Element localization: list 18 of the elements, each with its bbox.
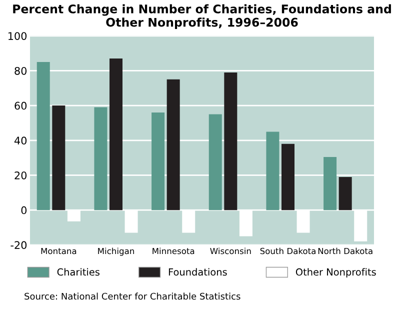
y-tick-label: 20 (14, 171, 27, 180)
chart-title: Percent Change in Number of Charities, Foundations and Other Nonprofits, 1996–2006 (13, 4, 391, 30)
source-note: Source: National Center for Charitable Statistics (24, 292, 240, 300)
legend-label: Charities (57, 268, 100, 276)
y-tick-label: 60 (14, 102, 27, 110)
y-tick-label: 40 (14, 136, 27, 145)
y-tick-label: 80 (14, 66, 27, 75)
legend-label: Other Nonprofits (296, 268, 376, 278)
x-tick-label: North Dakota (318, 248, 372, 254)
x-tick-label: Wisconsin (210, 248, 251, 254)
x-tick-label: Minnesota (152, 248, 194, 254)
y-tick-label: 0 (21, 206, 27, 214)
x-tick-label: Michigan (98, 248, 134, 256)
x-tick-label: Montana (41, 248, 76, 254)
y-tick-label: -20 (10, 241, 27, 250)
legend-label: Foundations (168, 268, 227, 276)
x-tick-label: South Dakota (260, 248, 316, 254)
y-tick-label: 100 (8, 32, 27, 40)
